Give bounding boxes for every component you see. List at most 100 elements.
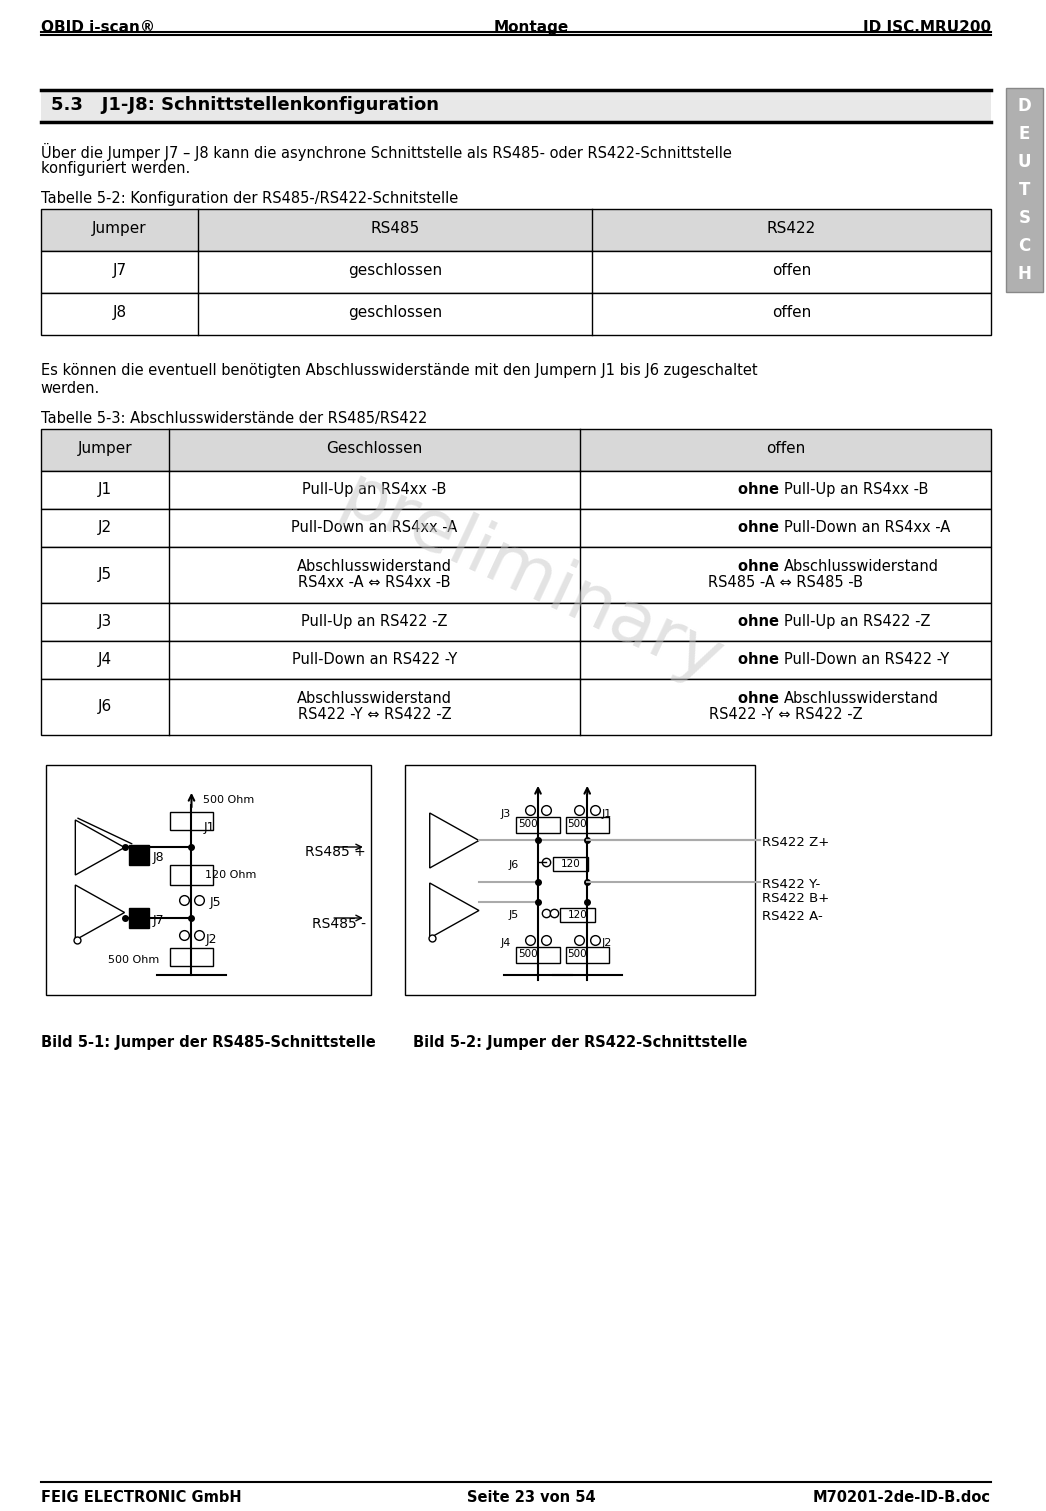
Bar — [41, 547, 991, 603]
Text: J8: J8 — [113, 305, 127, 320]
Bar — [41, 429, 991, 471]
Text: Über die Jumper J7 – J8 kann die asynchrone Schnittstelle als RS485- oder RS422-: Über die Jumper J7 – J8 kann die asynchr… — [41, 144, 732, 162]
Text: Bild 5-2: Jumper der RS422-Schnittstelle: Bild 5-2: Jumper der RS422-Schnittstelle — [413, 1035, 747, 1050]
Text: J7: J7 — [113, 263, 127, 278]
Text: 120: 120 — [561, 858, 581, 869]
Bar — [169, 811, 213, 830]
Text: RS485 -A ⇔ RS485 -B: RS485 -A ⇔ RS485 -B — [708, 576, 863, 589]
Text: Pull-Up an RS422 -Z: Pull-Up an RS422 -Z — [301, 613, 448, 629]
Text: 500: 500 — [519, 819, 538, 830]
Text: Pull-Down an RS4xx -A: Pull-Down an RS4xx -A — [292, 520, 458, 535]
Text: J3: J3 — [97, 613, 112, 629]
Text: RS422: RS422 — [767, 221, 816, 236]
Text: Montage: Montage — [494, 20, 569, 35]
Bar — [169, 864, 213, 885]
Text: 500 Ohm: 500 Ohm — [108, 955, 159, 966]
Text: geschlossen: geschlossen — [348, 263, 442, 278]
Text: J2: J2 — [97, 520, 112, 535]
Text: OBID i-scan®: OBID i-scan® — [41, 20, 155, 35]
Bar — [41, 509, 991, 547]
Bar — [41, 678, 991, 734]
Text: 500 Ohm: 500 Ohm — [203, 795, 254, 805]
Text: Tabelle 5-3: Abschlusswiderstände der RS485/RS422: Tabelle 5-3: Abschlusswiderstände der RS… — [41, 411, 427, 426]
Text: Geschlossen: Geschlossen — [326, 441, 423, 456]
Text: FEIG ELECTRONIC GmbH: FEIG ELECTRONIC GmbH — [41, 1490, 242, 1505]
Text: RS422 A-: RS422 A- — [763, 910, 823, 923]
Text: Pull-Up an RS422 -Z: Pull-Up an RS422 -Z — [783, 613, 930, 629]
Text: J1: J1 — [602, 808, 612, 819]
Bar — [517, 947, 560, 963]
Text: Abschlusswiderstand: Abschlusswiderstand — [783, 559, 938, 574]
Text: RS422 -Y ⇔ RS422 -Z: RS422 -Y ⇔ RS422 -Z — [298, 707, 452, 722]
Text: Bild 5-1: Jumper der RS485-Schnittstelle: Bild 5-1: Jumper der RS485-Schnittstelle — [41, 1035, 376, 1050]
Bar — [41, 251, 991, 293]
Text: RS485: RS485 — [370, 221, 419, 236]
Text: J5: J5 — [508, 910, 519, 920]
Text: Pull-Down an RS422 -Y: Pull-Down an RS422 -Y — [292, 653, 457, 666]
Text: RS422 Y-: RS422 Y- — [763, 878, 821, 891]
Text: RS485 -: RS485 - — [312, 917, 366, 931]
Text: J5: J5 — [209, 896, 221, 910]
Text: konfiguriert werden.: konfiguriert werden. — [41, 162, 190, 175]
Text: Jumper: Jumper — [77, 441, 132, 456]
Text: Abschlusswiderstand: Abschlusswiderstand — [297, 559, 452, 574]
Bar — [41, 209, 991, 251]
Text: C: C — [1018, 237, 1030, 255]
Text: D: D — [1018, 97, 1031, 115]
Bar — [46, 765, 370, 996]
Text: 5.3   J1-J8: Schnittstellenkonfiguration: 5.3 J1-J8: Schnittstellenkonfiguration — [50, 97, 438, 113]
Text: T: T — [1019, 181, 1030, 199]
Text: J2: J2 — [602, 938, 612, 947]
Text: Abschlusswiderstand: Abschlusswiderstand — [783, 691, 938, 706]
Text: S: S — [1019, 209, 1030, 227]
Text: J1: J1 — [97, 482, 112, 497]
Text: Es können die eventuell benötigten Abschlusswiderstände mit den Jumpern J1 bis J: Es können die eventuell benötigten Absch… — [41, 363, 757, 378]
Text: J6: J6 — [97, 700, 112, 715]
Text: 120: 120 — [568, 910, 587, 920]
Text: J1: J1 — [203, 820, 214, 834]
Text: H: H — [1018, 264, 1031, 283]
Text: 500: 500 — [568, 949, 587, 959]
Text: J4: J4 — [97, 653, 112, 666]
Bar — [41, 641, 991, 678]
Text: ohne: ohne — [737, 520, 783, 535]
Bar — [566, 817, 609, 833]
Text: Abschlusswiderstand: Abschlusswiderstand — [297, 691, 452, 706]
Text: E: E — [1019, 125, 1030, 144]
Text: J5: J5 — [97, 567, 112, 582]
Text: J7: J7 — [153, 914, 164, 928]
Text: J3: J3 — [501, 808, 510, 819]
Text: RS422 B+: RS422 B+ — [763, 891, 829, 905]
Text: J2: J2 — [205, 932, 217, 946]
Bar — [405, 765, 754, 996]
Text: J6: J6 — [508, 860, 519, 870]
Text: 120 Ohm: 120 Ohm — [205, 870, 256, 879]
Text: offen: offen — [766, 441, 805, 456]
Text: RS485 +: RS485 + — [305, 845, 366, 858]
Bar — [41, 91, 991, 122]
Text: RS422 Z+: RS422 Z+ — [763, 836, 829, 849]
Text: ID ISC.MRU200: ID ISC.MRU200 — [863, 20, 991, 35]
Bar — [1005, 88, 1043, 292]
Text: J8: J8 — [153, 851, 164, 864]
Bar — [169, 947, 213, 966]
Text: Pull-Up an RS4xx -B: Pull-Up an RS4xx -B — [783, 482, 928, 497]
Bar — [41, 471, 991, 509]
Text: U: U — [1018, 153, 1031, 171]
Text: Pull-Down an RS4xx -A: Pull-Down an RS4xx -A — [783, 520, 950, 535]
Bar — [41, 603, 991, 641]
Text: ohne: ohne — [737, 691, 783, 706]
Text: offen: offen — [772, 263, 811, 278]
Text: RS422 -Y ⇔ RS422 -Z: RS422 -Y ⇔ RS422 -Z — [709, 707, 862, 722]
Bar — [560, 908, 595, 922]
Text: werden.: werden. — [41, 381, 100, 396]
Bar — [552, 857, 588, 870]
Text: Tabelle 5-2: Konfiguration der RS485-/RS422-Schnitstelle: Tabelle 5-2: Konfiguration der RS485-/RS… — [41, 190, 458, 205]
Text: ohne: ohne — [737, 613, 783, 629]
Text: 500: 500 — [519, 949, 538, 959]
Text: J4: J4 — [501, 938, 511, 947]
Bar — [517, 817, 560, 833]
Text: M70201-2de-ID-B.doc: M70201-2de-ID-B.doc — [813, 1490, 991, 1505]
Text: Pull-Down an RS422 -Y: Pull-Down an RS422 -Y — [783, 653, 949, 666]
Text: ohne: ohne — [737, 482, 783, 497]
